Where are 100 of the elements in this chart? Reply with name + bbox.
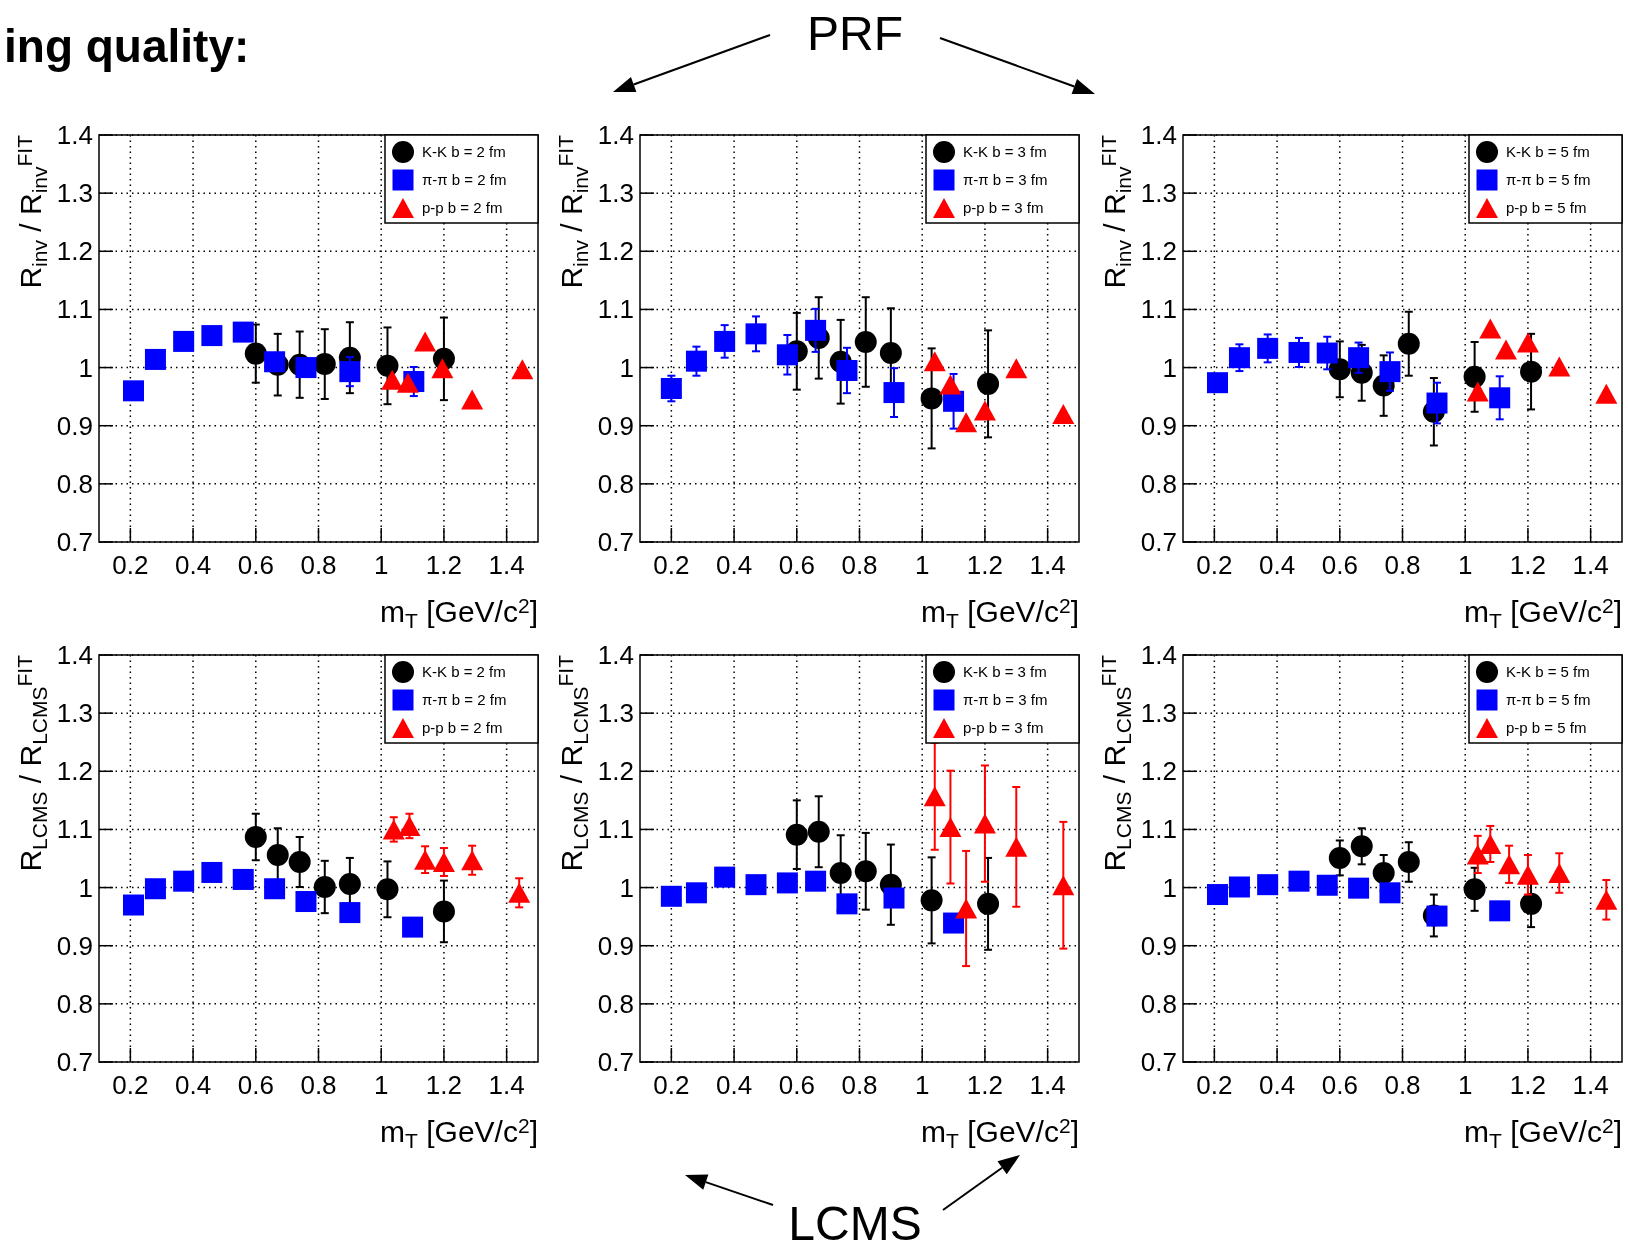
- point: [1466, 381, 1489, 402]
- point: [977, 892, 1000, 915]
- x-tick-label: 1: [373, 1070, 389, 1100]
- legend-label: K-K b = 2 fm: [422, 143, 506, 160]
- point: [461, 389, 484, 410]
- x-tick-label: 1.2: [425, 550, 463, 580]
- legend-label: p-p b = 3 fm: [963, 719, 1044, 736]
- point: [1595, 383, 1618, 404]
- x-tick-label: 0.6: [1321, 550, 1358, 580]
- point: [1463, 365, 1486, 388]
- point: [338, 873, 361, 896]
- point: [1379, 882, 1401, 904]
- x-tick-label: 0.4: [715, 1070, 753, 1100]
- y-tick-label: 1.2: [597, 756, 634, 787]
- point: [244, 825, 267, 848]
- legend-label: π-π b = 3 fm: [963, 691, 1048, 708]
- y-tick-label: 0.7: [597, 527, 634, 557]
- legend-label: p-p b = 2 fm: [422, 199, 503, 216]
- point: [1426, 392, 1448, 414]
- text: ing quality:: [4, 20, 250, 72]
- x-tick-label: 1.4: [1029, 550, 1066, 580]
- x-tick-label: 1.4: [488, 1070, 525, 1100]
- y-tick-label: 1.4: [597, 640, 634, 670]
- point: [1397, 850, 1420, 873]
- point: [1316, 342, 1338, 364]
- point: [854, 330, 877, 353]
- point: [1463, 878, 1486, 901]
- point: [1595, 889, 1618, 910]
- point: [232, 868, 254, 890]
- point: [1052, 875, 1075, 896]
- y-tick-label: 1: [1162, 352, 1177, 383]
- x-tick-label: 0.6: [778, 550, 815, 580]
- point: [923, 351, 946, 372]
- point: [745, 323, 767, 345]
- y-tick-label: 0.7: [1140, 1047, 1177, 1077]
- y-tick-label: 0.8: [56, 468, 93, 499]
- y-tick-label: 0.7: [597, 1047, 634, 1077]
- point: [173, 870, 195, 892]
- point: [714, 866, 736, 888]
- point: [955, 412, 978, 433]
- y-tick-label: 1.2: [597, 236, 634, 267]
- point: [1372, 862, 1395, 885]
- x-tick-label: 0.8: [1384, 550, 1421, 580]
- x-tick-label: 0.8: [841, 1070, 878, 1100]
- x-tick-label: 0.6: [237, 1070, 274, 1100]
- point: [173, 330, 195, 352]
- point: [920, 387, 943, 410]
- point: [432, 851, 455, 872]
- y-tick-label: 1.1: [1140, 294, 1177, 325]
- point: [1005, 836, 1028, 857]
- point: [977, 372, 1000, 395]
- y-tick-label: 0.7: [56, 527, 93, 557]
- point: [1397, 332, 1420, 355]
- y-tick-label: 0.9: [56, 930, 93, 961]
- y-tick-label: 1: [1162, 872, 1177, 903]
- point: [854, 860, 877, 883]
- x-tick-label: 1: [1457, 550, 1473, 580]
- point: [1466, 844, 1489, 865]
- point: [431, 358, 454, 379]
- point: [805, 319, 827, 341]
- y-tick-label: 0.8: [1140, 468, 1177, 499]
- point: [244, 342, 267, 365]
- x-tick-label: 0.4: [715, 550, 753, 580]
- x-tick-label: 0.6: [778, 1070, 815, 1100]
- y-tick-label: 1.3: [56, 178, 93, 209]
- y-tick-label: 1.1: [597, 294, 634, 325]
- y-tick-label: 1: [78, 352, 93, 383]
- legend-label: K-K b = 3 fm: [963, 663, 1047, 680]
- x-tick-label: 0.4: [1258, 1070, 1296, 1100]
- y-tick-label: 1.1: [56, 814, 93, 845]
- x-tick-label: 0.2: [112, 550, 149, 580]
- point: [396, 372, 419, 393]
- legend-label: π-π b = 2 fm: [422, 171, 507, 188]
- point: [461, 850, 484, 871]
- point: [829, 862, 852, 885]
- point: [414, 849, 437, 870]
- y-tick-label: 1.1: [56, 294, 93, 325]
- point: [295, 357, 317, 379]
- y-tick-label: 0.9: [597, 410, 634, 441]
- point: [973, 400, 996, 421]
- y-tick-label: 1.3: [1140, 698, 1177, 729]
- legend-label: p-p b = 5 fm: [1506, 719, 1587, 736]
- point: [955, 898, 978, 919]
- point: [1005, 358, 1028, 379]
- point: [1348, 877, 1370, 899]
- y-tick-label: 0.9: [1140, 930, 1177, 961]
- point: [1494, 339, 1517, 360]
- legend-label: K-K b = 5 fm: [1506, 663, 1590, 680]
- legend-label: p-p b = 2 fm: [422, 719, 503, 736]
- x-axis-title: m$_{T}$ [GeV/c$^{2}$]: [921, 593, 1079, 633]
- legend-label: π-π b = 5 fm: [1506, 691, 1591, 708]
- x-tick-label: 1: [914, 1070, 930, 1100]
- point: [785, 823, 808, 846]
- point: [1228, 347, 1250, 369]
- point: [1257, 337, 1279, 359]
- point: [201, 325, 223, 347]
- x-tick-label: 1.2: [966, 550, 1004, 580]
- y-tick-label: 1.2: [56, 236, 93, 267]
- legend-label: K-K b = 3 fm: [963, 143, 1047, 160]
- y-tick-label: 1: [619, 872, 634, 903]
